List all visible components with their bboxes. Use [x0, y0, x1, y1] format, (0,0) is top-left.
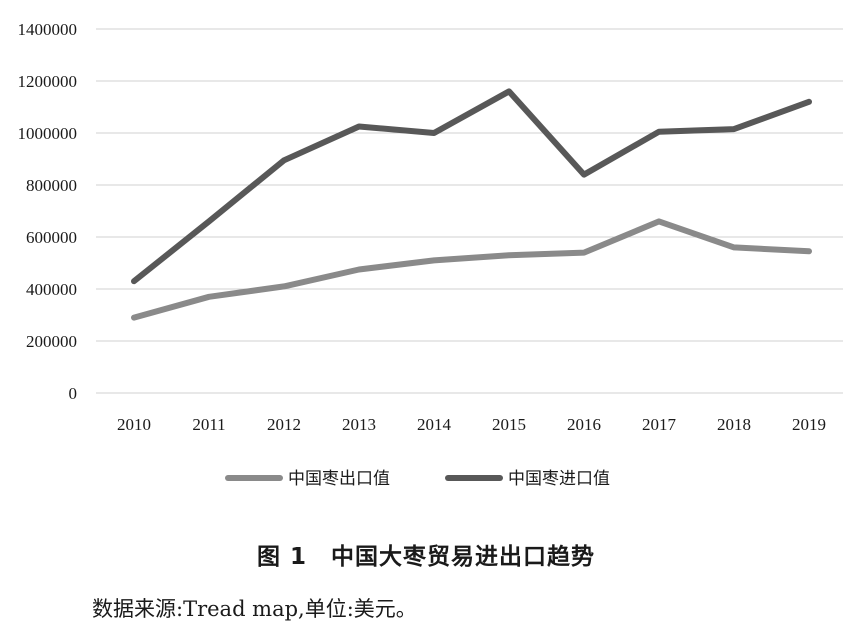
data-point	[508, 90, 510, 92]
y-tick-label: 0	[69, 384, 78, 403]
legend-label: 中国枣进口值	[508, 469, 610, 489]
x-tick-label: 2017	[642, 415, 677, 434]
x-tick-label: 2018	[717, 415, 751, 434]
data-point	[208, 220, 210, 222]
data-point	[808, 101, 810, 103]
line-chart: 0 200000 400000 600000 800000 1000000 1200000 1…	[18, 20, 843, 489]
x-tick-label: 2015	[492, 415, 526, 434]
data-point	[658, 220, 660, 222]
y-tick-label: 400000	[26, 280, 77, 299]
y-axis-ticks: 0 200000 400000 600000 800000 1000000 1200000 1…	[18, 20, 78, 403]
y-tick-label: 800000	[26, 176, 77, 195]
x-tick-label: 2014	[417, 415, 452, 434]
x-tick-label: 2011	[192, 415, 225, 434]
y-tick-label: 1000000	[18, 124, 78, 143]
y-tick-label: 1400000	[18, 20, 78, 39]
data-point	[283, 285, 285, 287]
data-point	[433, 132, 435, 134]
source-note: 数据来源:Tread map,单位:美元。	[92, 597, 417, 621]
data-point	[508, 254, 510, 256]
x-tick-label: 2012	[267, 415, 301, 434]
x-tick-label: 2010	[117, 415, 151, 434]
data-point	[358, 269, 360, 270]
figure-caption: 图 1 中国大枣贸易进出口趋势	[256, 544, 595, 570]
y-tick-label: 200000	[26, 332, 77, 351]
x-tick-label: 2016	[567, 415, 601, 434]
series-line-0	[131, 218, 812, 321]
data-point	[808, 250, 810, 252]
legend-label: 中国枣出口值	[288, 469, 390, 489]
data-point	[733, 246, 735, 248]
data-point	[358, 126, 360, 127]
data-point	[583, 174, 585, 176]
data-point	[133, 280, 135, 282]
data-point	[208, 296, 210, 298]
x-tick-label: 2013	[342, 415, 376, 434]
gridlines	[96, 28, 843, 394]
x-tick-label: 2019	[792, 415, 826, 434]
data-point	[658, 131, 660, 133]
data-point	[433, 259, 435, 261]
series-lines	[131, 88, 812, 321]
data-point	[133, 317, 135, 319]
data-point	[733, 128, 735, 130]
data-point	[583, 252, 585, 254]
legend: 中国枣出口值 中国枣进口值	[225, 469, 610, 489]
x-axis-ticks: 2010 2011 2012 2013 2014 2015 2016 2017 2018 2019	[117, 415, 826, 434]
y-tick-label: 600000	[26, 228, 77, 247]
data-point	[283, 159, 285, 161]
y-tick-label: 1200000	[18, 72, 78, 91]
series-line-1	[131, 88, 812, 285]
